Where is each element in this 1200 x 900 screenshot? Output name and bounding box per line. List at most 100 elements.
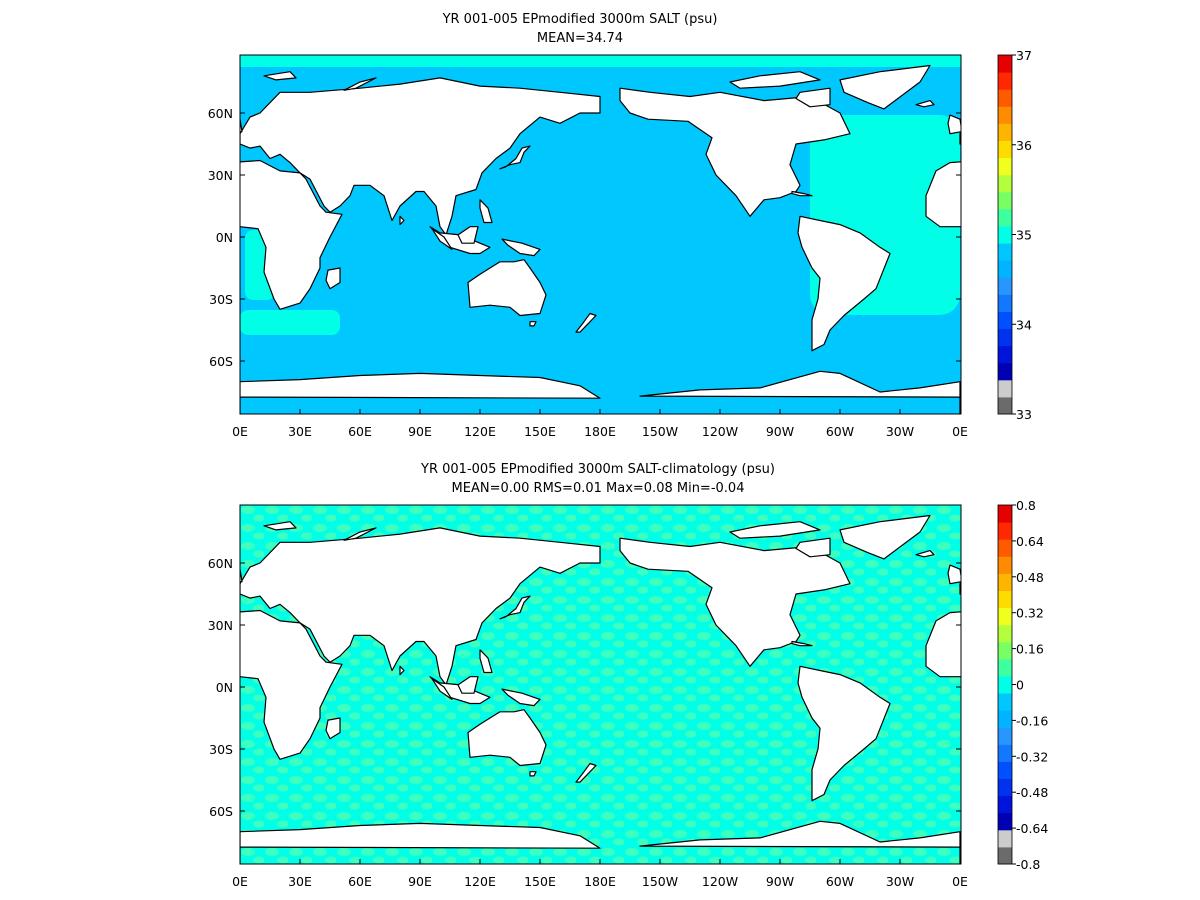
map-area xyxy=(0,55,1200,414)
new-zealand-landmass xyxy=(575,312,597,333)
colorbar-label: 35 xyxy=(1016,228,1032,243)
cuba-landmass xyxy=(72,192,92,196)
lon-tick-label: 180E xyxy=(584,874,616,889)
eurasia-landmass xyxy=(959,580,961,596)
lat-tick-label: 0N xyxy=(216,230,233,245)
indonesia-landmass xyxy=(1150,227,1200,254)
antarctica-landmass xyxy=(240,372,601,414)
north-america-landmass xyxy=(0,88,130,216)
lat-tick-label: 60S xyxy=(209,804,233,819)
eurasia-landmass xyxy=(240,77,601,236)
colorbar-cell xyxy=(998,260,1012,278)
colorbar-label: 37 xyxy=(1016,48,1032,63)
africa-landmass xyxy=(240,609,343,760)
colorbar-cell xyxy=(998,573,1012,591)
novaya-zemlya-landmass xyxy=(343,527,377,541)
colorbar-cell xyxy=(998,72,1012,90)
colorbar-cell xyxy=(998,641,1012,660)
panel-top: YR 001-005 EPmodified 3000m SALT (psu) M… xyxy=(0,12,1200,439)
colorbar-cell xyxy=(998,727,1012,745)
cuba-landmass xyxy=(791,190,813,197)
panel-subtitle: MEAN=34.74 xyxy=(537,31,623,46)
greenland-landmass xyxy=(839,514,931,560)
lon-tick-label: 120E xyxy=(464,874,496,889)
colorbar-cell xyxy=(998,693,1012,711)
panel-bottom: YR 001-005 EPmodified 3000m SALT-climato… xyxy=(78,462,1200,889)
south-america-landmass xyxy=(78,666,170,800)
lon-axis: 0E 30E 60E 90E 120E 150E 180E 150W 120W 90W 60W 30W… xyxy=(232,409,968,439)
lon-tick-label: 120E xyxy=(464,424,496,439)
australia-landmass xyxy=(467,259,547,317)
colorbar-label: 0.16 xyxy=(1016,642,1044,657)
lon-tick-label: 60W xyxy=(826,874,854,889)
lat-tick-label: 30S xyxy=(209,742,233,757)
colorbar-cell xyxy=(998,658,1012,677)
sri-lanka-landmass xyxy=(1120,216,1124,224)
colorbar-label: 36 xyxy=(1016,138,1032,153)
canada-arctic-landmass xyxy=(729,521,821,539)
australia-landmass xyxy=(1188,260,1200,316)
lon-tick-label: 30W xyxy=(886,874,914,889)
colorbar-cell xyxy=(998,311,1012,330)
colorbar-label: 0.32 xyxy=(1016,606,1044,621)
sri-lanka-landmass xyxy=(1120,666,1124,674)
colorbar-cell xyxy=(998,345,1012,364)
africa-landmass xyxy=(240,159,343,310)
colorbar-cell xyxy=(998,328,1012,347)
lat-tick-label: 30S xyxy=(209,292,233,307)
colorbar-label: -0.8 xyxy=(1016,857,1040,872)
philippines-landmass xyxy=(479,649,493,674)
lat-tick-label: 60N xyxy=(208,106,233,121)
panel-title: YR 001-005 EPmodified 3000m SALT-climato… xyxy=(420,462,775,477)
colorbar-cell xyxy=(998,761,1012,780)
iceland-landmass xyxy=(915,99,935,108)
colorbar-cell xyxy=(998,106,1012,124)
north-america-landmass xyxy=(619,537,851,667)
colorbar-cell xyxy=(998,607,1012,626)
colorbar-cell xyxy=(998,379,1012,398)
greenland-landmass xyxy=(120,516,210,559)
colorbar-label: 0.8 xyxy=(1016,498,1036,513)
africa-landmass xyxy=(925,611,961,678)
lon-tick-label: 30E xyxy=(288,424,312,439)
indonesia-landmass xyxy=(1150,677,1200,704)
canada-arctic-landmass xyxy=(729,71,821,89)
colorbar-cell xyxy=(998,624,1012,643)
lon-tick-label: 0E xyxy=(952,874,968,889)
colorbar-cell xyxy=(998,778,1012,797)
borneo-landmass xyxy=(1178,677,1198,694)
lon-tick-label: 60E xyxy=(348,874,372,889)
colorbar-cell xyxy=(998,539,1012,557)
new-guinea-landmass xyxy=(501,238,541,257)
lat-axis: 60N 30N 0N 30S 60S xyxy=(208,556,961,819)
colorbar-cell xyxy=(998,846,1012,865)
colorbar-cell xyxy=(998,590,1012,609)
uk-landmass xyxy=(947,114,961,135)
lon-tick-label: 60W xyxy=(826,424,854,439)
panel-subtitle: MEAN=0.00 RMS=0.01 Max=0.08 Min=-0.04 xyxy=(452,481,745,496)
south-america-landmass xyxy=(797,665,891,802)
lon-tick-label: 0E xyxy=(232,424,248,439)
colorbar-cell xyxy=(998,225,1012,244)
novaya-zemlya-landmass xyxy=(343,77,377,91)
colorbar-cell xyxy=(998,89,1012,107)
madagascar-landmass xyxy=(325,267,341,290)
novaya-zemlya-landmass xyxy=(1064,528,1096,540)
sumatra-tip-landmass xyxy=(1152,229,1172,250)
baffin-landmass xyxy=(795,87,831,108)
lon-tick-label: 120W xyxy=(702,874,738,889)
colorbar-cell xyxy=(998,243,1012,261)
colorbar: 0.8 0.64 0.48 0.32 0.16 0 -0.16 -0.32 -0.48 -0.64… xyxy=(997,498,1048,872)
lat-axis: 60N 30N 0N 30S 60S xyxy=(208,106,961,369)
colorbar-cell xyxy=(998,522,1012,540)
cuba-landmass xyxy=(791,640,813,647)
antarctica-landmass xyxy=(240,822,601,864)
japan-landmass xyxy=(499,595,531,620)
sri-lanka-landmass xyxy=(399,215,405,226)
new-guinea-landmass xyxy=(501,688,541,707)
sumatra-tip-landmass xyxy=(1152,679,1172,700)
greenland-landmass xyxy=(839,64,931,110)
lon-tick-label: 150E xyxy=(524,424,556,439)
colorbar-label: -0.32 xyxy=(1016,749,1048,764)
